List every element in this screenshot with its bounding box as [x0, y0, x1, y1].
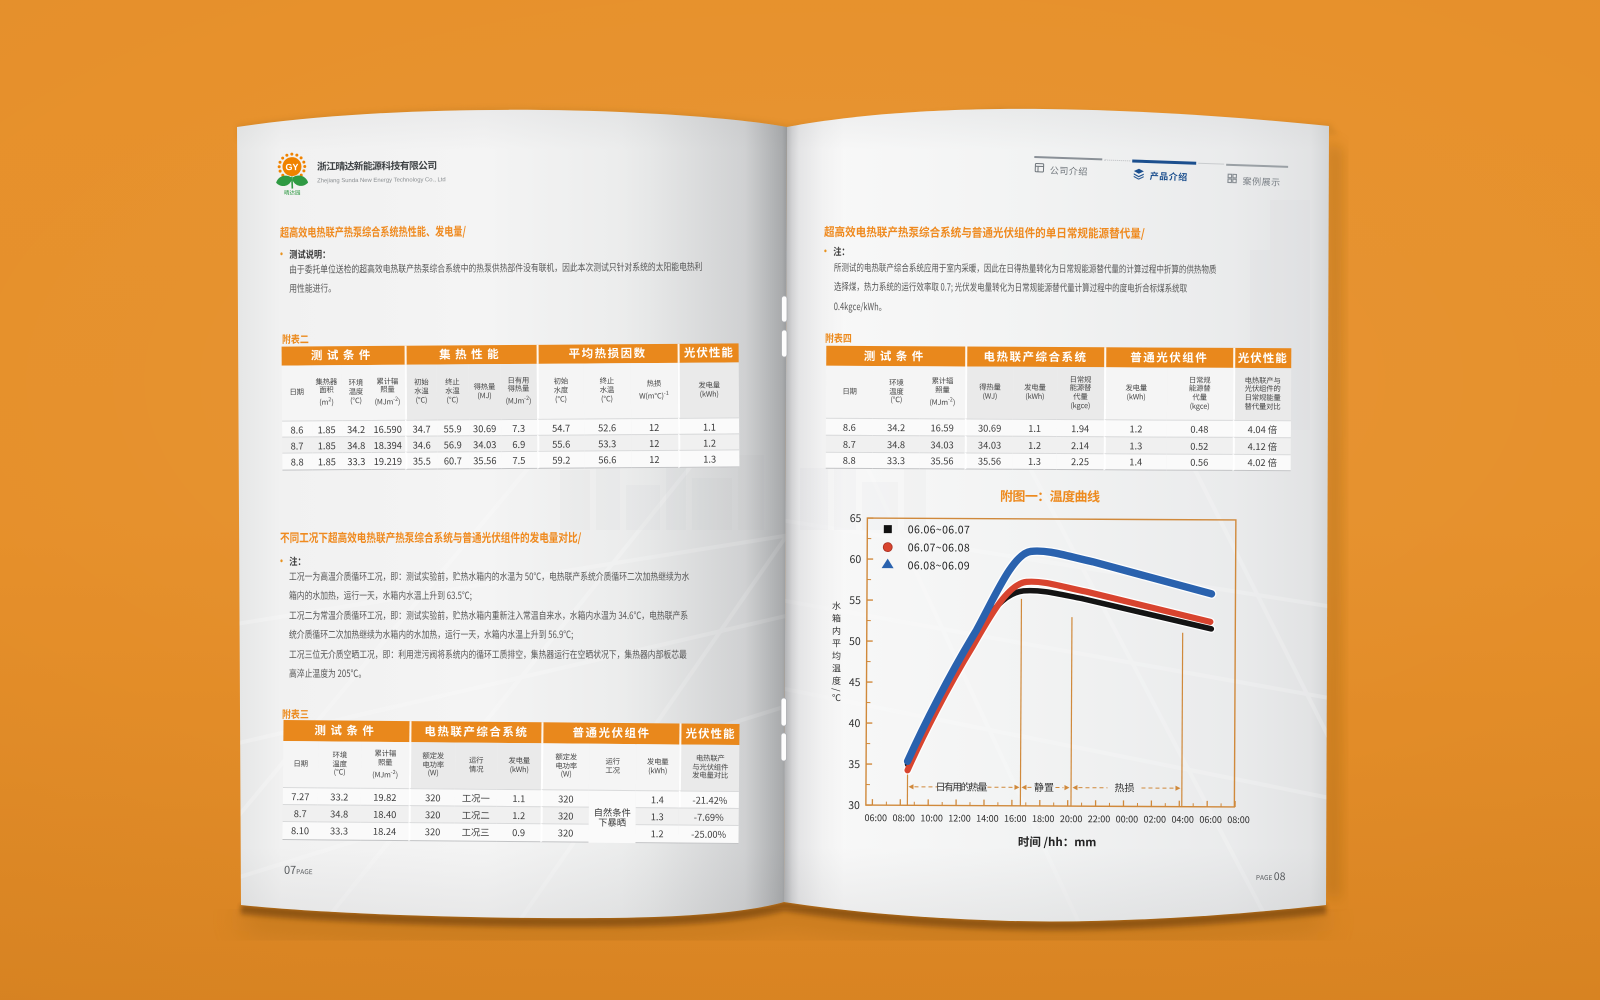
svg-text:热损: 热损	[1114, 779, 1134, 794]
svg-text:35: 35	[848, 757, 860, 772]
svg-text:45: 45	[849, 675, 861, 690]
svg-text:14:00: 14:00	[976, 812, 999, 825]
svg-text:晴达园: 晴达园	[284, 189, 301, 197]
svg-text:静置: 静置	[1034, 779, 1054, 794]
svg-text:04:00: 04:00	[1171, 813, 1194, 826]
svg-text:附图一：温度曲线: 附图一：温度曲线	[1000, 486, 1100, 506]
svg-text:02:00: 02:00	[1144, 813, 1167, 826]
svg-text:06.06~06.07: 06.06~06.07	[908, 522, 970, 537]
svg-text:12:00: 12:00	[948, 811, 971, 824]
svg-text:55: 55	[849, 593, 861, 608]
svg-text:18:00: 18:00	[1032, 812, 1055, 825]
svg-text:40: 40	[849, 716, 861, 731]
svg-text:30: 30	[848, 798, 860, 813]
svg-text:06:00: 06:00	[865, 811, 888, 824]
svg-text:GY: GY	[285, 162, 298, 172]
svg-text:20:00: 20:00	[1060, 812, 1083, 825]
svg-text:Zhejiang Sunda New Energy Tech: Zhejiang Sunda New Energy Technology Co.…	[317, 177, 446, 184]
svg-text:00:00: 00:00	[1116, 812, 1139, 825]
svg-text:06.07~06.08: 06.07~06.08	[908, 540, 970, 555]
svg-text:08:00: 08:00	[892, 811, 915, 824]
svg-text:50: 50	[849, 634, 861, 649]
svg-text:06.08~06.09: 06.08~06.09	[908, 558, 970, 573]
svg-text:08:00: 08:00	[1227, 813, 1250, 826]
svg-text:65: 65	[850, 511, 862, 526]
svg-text:06:00: 06:00	[1199, 813, 1222, 826]
svg-text:16:00: 16:00	[1004, 812, 1027, 825]
svg-text:浙江晴达新能源科技有限公司: 浙江晴达新能源科技有限公司	[317, 158, 437, 173]
svg-text:60: 60	[849, 552, 861, 567]
svg-text:22:00: 22:00	[1088, 812, 1111, 825]
svg-text:10:00: 10:00	[920, 811, 943, 824]
svg-text:日有用的热量: 日有用的热量	[935, 778, 987, 793]
svg-text:时间 /hh：mm: 时间 /hh：mm	[1018, 834, 1097, 850]
